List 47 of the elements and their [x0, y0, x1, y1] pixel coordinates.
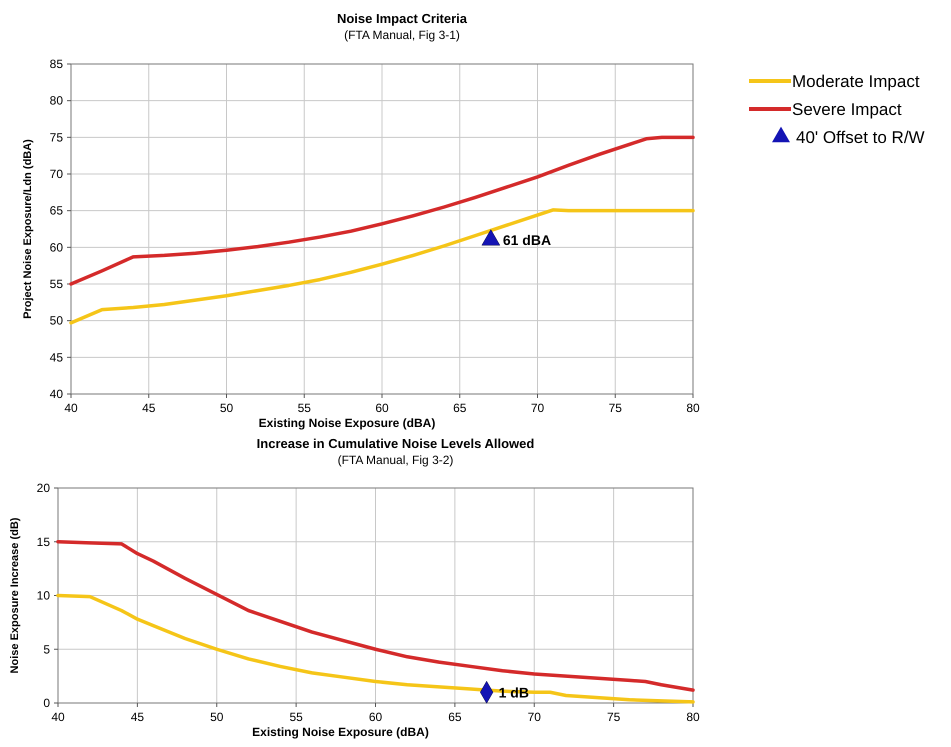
x-tick-label: 75 — [608, 401, 622, 415]
y-tick-label: 80 — [50, 94, 64, 108]
x-tick-label: 75 — [606, 710, 621, 724]
x-axis-title: Existing Noise Exposure (dBA) — [252, 725, 429, 739]
x-tick-label: 80 — [686, 401, 700, 415]
x-tick-label: 70 — [530, 401, 544, 415]
legend-label: Severe Impact — [792, 100, 902, 119]
y-tick-label: 5 — [43, 642, 50, 656]
y-tick-label: 45 — [50, 350, 64, 364]
chart-title: Noise Impact Criteria — [336, 11, 468, 26]
y-tick-label: 85 — [50, 57, 64, 71]
x-tick-label: 70 — [528, 710, 542, 724]
x-tick-label: 55 — [289, 710, 304, 724]
x-tick-label: 40 — [64, 401, 78, 415]
y-tick-label: 50 — [50, 314, 64, 328]
y-tick-label: 40 — [50, 387, 64, 401]
x-tick-label: 80 — [686, 710, 700, 724]
x-tick-label: 50 — [210, 710, 224, 724]
y-axis-title: Noise Exposure Increase (dB) — [9, 517, 21, 674]
y-tick-label: 0 — [43, 696, 50, 710]
x-tick-label: 65 — [448, 710, 462, 724]
chart-title: Increase in Cumulative Noise Levels Allowed — [256, 436, 534, 451]
x-tick-label: 60 — [375, 401, 389, 415]
x-tick-label: 45 — [130, 710, 144, 724]
x-tick-label: 55 — [298, 401, 312, 415]
y-tick-label: 55 — [50, 277, 64, 291]
x-axis-title: Existing Noise Exposure (dBA) — [258, 416, 436, 430]
chart-subtitle: (FTA Manual, Fig 3-1) — [344, 28, 460, 42]
legend-label: Moderate Impact — [792, 72, 920, 91]
chart-subtitle: (FTA Manual, Fig 3-2) — [338, 453, 454, 467]
y-tick-label: 10 — [36, 588, 50, 602]
legend-label: 40' Offset to R/W — [796, 128, 925, 147]
x-tick-label: 65 — [453, 401, 467, 415]
x-tick-label: 50 — [220, 401, 234, 415]
y-tick-label: 20 — [36, 481, 50, 495]
y-tick-label: 15 — [36, 534, 50, 549]
y-tick-label: 65 — [50, 204, 64, 218]
y-tick-label: 60 — [50, 240, 64, 254]
x-tick-label: 60 — [368, 710, 382, 724]
x-tick-label: 45 — [142, 401, 156, 415]
line-series — [69, 136, 695, 286]
line-series — [56, 594, 695, 704]
y-tick-label: 75 — [50, 130, 64, 144]
y-axis-title: Project Noise Exposure/Ldn (dBA) — [22, 138, 34, 319]
y-tick-label: 70 — [50, 167, 64, 181]
line-series — [69, 208, 695, 325]
annotation: 61 dBA — [502, 232, 552, 248]
